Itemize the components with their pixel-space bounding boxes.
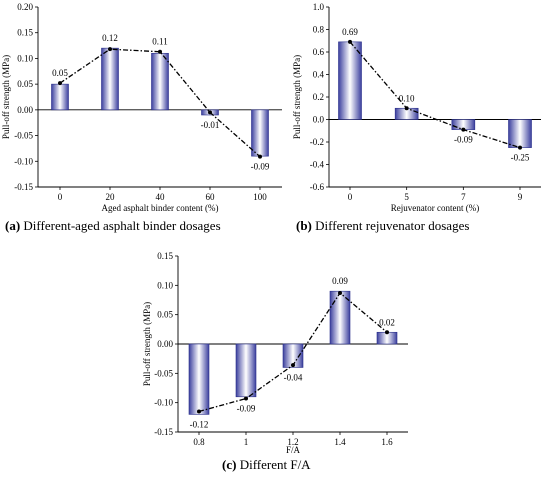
data-label: -0.09 (237, 404, 256, 414)
y-tick-label: -0.10 (14, 156, 33, 166)
trend-point (291, 363, 295, 368)
x-tick-label: 1.2 (287, 437, 298, 447)
bar (51, 83, 69, 111)
trend-point (348, 39, 352, 44)
y-tick-label: -0.4 (310, 160, 325, 170)
y-tick-label: 0.15 (157, 251, 173, 261)
x-tick-label: 0.8 (193, 437, 205, 447)
y-tick-label: -0.15 (14, 182, 33, 192)
y-tick-label: 0.05 (157, 310, 173, 320)
trend-point (258, 154, 262, 159)
caption-b: (b) Different rejuvenator dosages (296, 218, 470, 233)
x-axis-label: F/A (286, 445, 301, 455)
data-label: -0.01 (201, 120, 220, 130)
data-label: 0.12 (102, 33, 118, 43)
y-tick-label: -0.2 (310, 137, 324, 147)
bar (101, 47, 119, 111)
y-tick-label: -0.05 (154, 368, 173, 378)
bar (151, 52, 169, 111)
data-label: 0.69 (342, 27, 358, 37)
trend-point (108, 47, 112, 52)
y-tick-label: -0.6 (310, 182, 325, 192)
y-tick-label: -0.15 (154, 427, 173, 437)
x-tick-label: 1 (244, 437, 249, 447)
x-tick-label: 20 (106, 192, 116, 202)
x-tick-label: 0 (58, 192, 63, 202)
trend-point (461, 127, 466, 132)
bar (235, 343, 257, 398)
caption-a: (a) Different-aged asphalt binder dosage… (5, 218, 221, 233)
x-tick-label: 0 (348, 192, 353, 202)
bar (251, 109, 269, 157)
y-tick-label: 0.10 (17, 53, 33, 63)
data-label: 0.05 (52, 68, 68, 78)
trend-point (518, 145, 522, 150)
y-tick-label: 1.0 (313, 2, 325, 12)
bar (188, 343, 210, 415)
y-tick-label: -0.10 (154, 398, 173, 408)
chart-b: -0.6 -0.4 -0.2 0.0 0.2 0.4 0.6 0.8 1.0 0 0.69 5 0.10… (292, 2, 541, 213)
y-tick-label: 0.8 (313, 25, 325, 35)
y-tick-label: 0.20 (17, 2, 33, 12)
x-tick-label: 1.4 (334, 437, 346, 447)
x-axis-label: Rejuvenator content (%) (391, 203, 479, 213)
y-tick-label: 0.10 (157, 280, 173, 290)
y-tick-label: 0.00 (157, 339, 173, 349)
data-label: 0.11 (152, 37, 167, 47)
data-label: -0.09 (454, 135, 473, 145)
data-label: 0.10 (399, 93, 415, 103)
data-label: -0.04 (284, 372, 303, 382)
trend-point (197, 409, 201, 414)
data-label: -0.12 (190, 419, 209, 429)
data-label: -0.09 (251, 162, 270, 172)
trend-point (338, 290, 342, 295)
x-tick-label: 7 (461, 192, 466, 202)
y-tick-label: 0.4 (313, 70, 325, 80)
x-tick-label: 100 (253, 192, 267, 202)
trend-point (404, 106, 409, 111)
trend-point (58, 81, 62, 86)
data-label: 0.02 (379, 317, 395, 327)
y-tick-label: 0.0 (313, 115, 325, 125)
y-axis-label: Pull-off strength (MPa) (142, 302, 152, 386)
bar (508, 119, 532, 148)
bar (338, 41, 362, 120)
x-tick-label: 1.6 (381, 437, 393, 447)
y-tick-label: 0.6 (313, 47, 325, 57)
trend-point (385, 330, 389, 335)
trend-line (349, 41, 521, 149)
x-tick-label: 60 (206, 192, 216, 202)
caption-c: (c) Different F/A (222, 457, 311, 472)
x-tick-label: 40 (156, 192, 166, 202)
x-tick-label: 5 (404, 192, 409, 202)
bar (282, 343, 304, 368)
y-axis-label: Pull-off strength (MPa) (292, 55, 302, 139)
y-tick-label: 0.2 (313, 92, 324, 102)
y-tick-label: 0.15 (17, 28, 33, 38)
y-axis-label: Pull-off strength (MPa) (1, 55, 11, 139)
data-label: 0.09 (332, 276, 348, 286)
x-tick-label: 9 (518, 192, 523, 202)
y-tick-label: 0.00 (17, 105, 33, 115)
trend-point (208, 110, 212, 115)
trend-point (158, 49, 162, 54)
x-axis-label: Aged asphalt binder content (%) (102, 203, 219, 213)
chart-a: -0.15 -0.10 -0.05 0.00 0.05 0.10 0.15 0.20 0 0.05… (1, 2, 282, 213)
data-label: -0.25 (511, 153, 530, 163)
trend-point (244, 396, 248, 401)
chart-c: -0.15 -0.10 -0.05 0.00 0.05 0.10 0.15 0.8 -0.12 1… (142, 251, 408, 455)
trend-line (59, 48, 261, 158)
y-tick-label: -0.05 (14, 131, 33, 141)
y-tick-label: 0.05 (17, 79, 33, 89)
